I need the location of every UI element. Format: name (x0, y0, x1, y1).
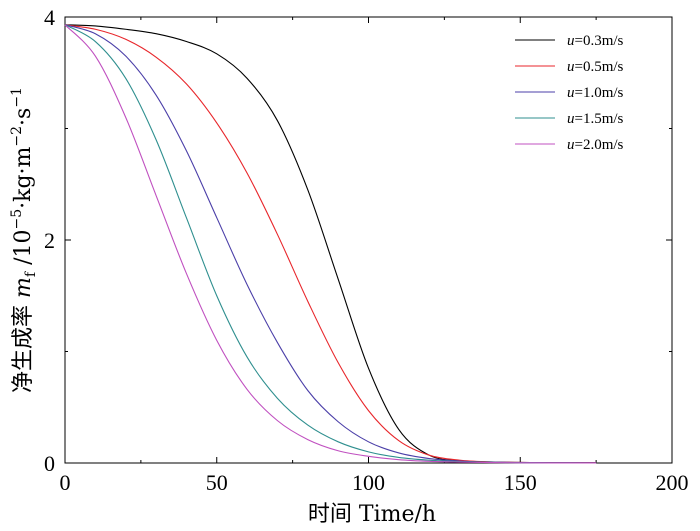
y-axis-title-unit1: ·kg·m (11, 146, 36, 208)
plot-frame (64, 16, 673, 464)
y-tick-label: 4 (44, 5, 55, 30)
y-axis-ticks: 0 2 4 (44, 5, 672, 476)
x-tick-label: 100 (352, 470, 385, 495)
series-line-3 (64, 24, 597, 464)
y-axis-title-exp3: −1 (9, 87, 25, 108)
y-axis-title-unit2: ·s (11, 108, 36, 126)
y-axis-title-exp2: −2 (9, 126, 25, 147)
series-line-5 (64, 24, 597, 464)
series-lines (64, 24, 597, 464)
x-tick-label: 150 (504, 470, 537, 495)
y-axis-title: 净生成率 mf /10−5·kg·m−2·s−1 (9, 87, 39, 393)
legend-label-2: u=0.5m/s (567, 59, 624, 75)
series-line-1 (64, 24, 597, 464)
legend-label-4: u=1.5m/s (567, 111, 624, 127)
legend-label-5: u=2.0m/s (567, 137, 624, 153)
x-axis-ticks: 0 50 100 150 200 (60, 17, 689, 495)
x-tick-label: 0 (60, 470, 71, 495)
series-line-4 (64, 24, 597, 464)
y-axis-title-cn: 净生成率 (11, 298, 36, 393)
y-tick-label: 0 (44, 451, 55, 476)
y-axis-title-exp1: −5 (9, 209, 25, 230)
x-axis-title: 时间 Time/h (308, 502, 436, 527)
x-tick-label: 50 (206, 470, 228, 495)
legend-label-3: u=1.0m/s (567, 85, 624, 101)
y-axis-title-mid: /10 (11, 230, 36, 272)
y-tick-label: 2 (44, 228, 55, 253)
x-tick-label: 200 (656, 470, 689, 495)
legend-label-1: u=0.3m/s (567, 33, 624, 49)
legend: u=0.3m/s u=0.5m/s u=1.0m/s u=1.5m/s u=2.0m/s (515, 33, 624, 153)
y-axis-title-subscript: f (23, 270, 39, 277)
y-axis-title-symbol: m (11, 277, 36, 298)
series-line-2 (64, 24, 597, 464)
